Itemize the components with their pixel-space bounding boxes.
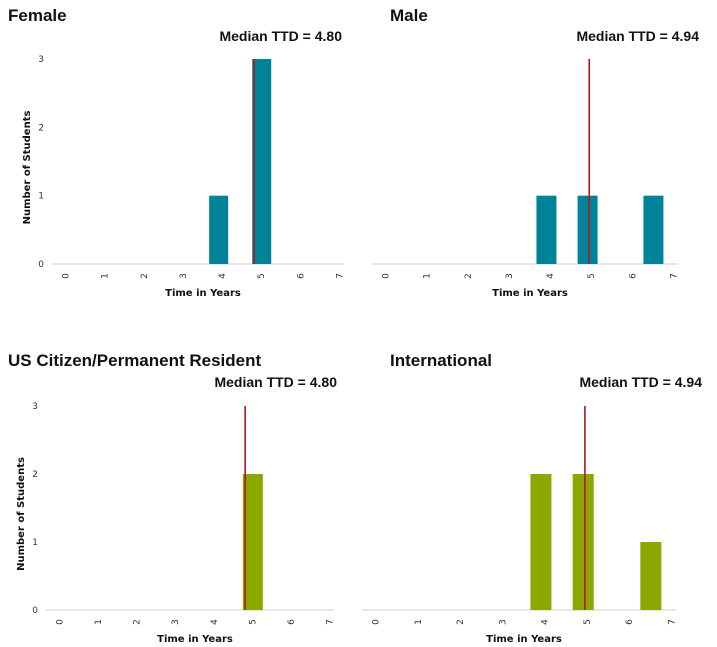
x-tick-label: 6 xyxy=(625,619,635,625)
x-tick-label: 4 xyxy=(546,273,556,279)
x-tick-label: 0 xyxy=(372,619,382,625)
x-tick-label: 0 xyxy=(62,273,72,279)
x-tick-label: 5 xyxy=(257,273,267,279)
x-tick-label: 1 xyxy=(423,273,433,279)
x-tick-label: 1 xyxy=(414,619,424,625)
chart-panel-international: International Median TTD = 4.94 0 1 2 3 4 5 6 7… xyxy=(358,340,717,647)
x-axis-title: Time in Years xyxy=(165,288,241,299)
x-tick-label: 7 xyxy=(336,273,346,279)
x-tick-label: 0 xyxy=(56,619,66,625)
x-tick-label: 6 xyxy=(287,619,297,625)
chart-panel-us-citizen: US Citizen/Permanent Resident Median TTD… xyxy=(0,340,358,647)
histogram-bar xyxy=(643,195,664,264)
x-tick-label: 5 xyxy=(583,619,593,625)
x-axis-title: Time in Years xyxy=(157,634,233,645)
y-tick-label: 3 xyxy=(32,402,38,412)
x-tick-label: 2 xyxy=(464,273,474,279)
y-axis-title: Number of Students xyxy=(22,111,33,225)
x-tick-label: 3 xyxy=(179,273,189,279)
histogram-bar xyxy=(252,59,272,264)
x-tick-label: 6 xyxy=(628,273,638,279)
x-tick-label: 3 xyxy=(171,619,181,625)
x-tick-label: 7 xyxy=(668,619,678,625)
chart-title: Female xyxy=(8,6,67,25)
x-tick-label: 1 xyxy=(94,619,104,625)
median-label: Median TTD = 4.94 xyxy=(579,374,702,390)
histogram-bar xyxy=(536,195,557,264)
y-tick-label: 3 xyxy=(38,55,44,65)
chart-title: US Citizen/Permanent Resident xyxy=(8,351,262,370)
x-tick-label: 2 xyxy=(140,273,150,279)
x-tick-label: 6 xyxy=(296,273,306,279)
chart-title: International xyxy=(390,351,493,370)
x-tick-label: 2 xyxy=(133,619,143,625)
histogram-bar xyxy=(640,542,662,610)
histogram-bar xyxy=(572,474,594,610)
y-tick-label: 1 xyxy=(38,192,44,202)
chart-plot: 0 1 2 3 4 5 6 7 Time in Years xyxy=(372,59,680,299)
x-tick-label: 7 xyxy=(670,273,680,279)
x-tick-label: 3 xyxy=(505,273,515,279)
chart-plot: 0 1 2 3 4 5 6 7 0 1 2 3 Time in Years Number of Stude… xyxy=(22,55,346,299)
histogram-bar xyxy=(209,195,229,264)
x-tick-label: 4 xyxy=(218,273,228,279)
x-tick-label: 4 xyxy=(541,619,551,625)
median-label: Median TTD = 4.94 xyxy=(576,28,699,44)
median-label: Median TTD = 4.80 xyxy=(214,374,337,390)
chart-title: Male xyxy=(390,6,428,25)
x-tick-label: 5 xyxy=(587,273,597,279)
x-tick-label: 5 xyxy=(248,619,258,625)
median-label: Median TTD = 4.80 xyxy=(219,28,342,44)
y-tick-label: 2 xyxy=(32,470,38,480)
x-tick-label: 1 xyxy=(101,273,111,279)
x-axis-title: Time in Years xyxy=(486,634,562,645)
chart-panel-female: Female Median TTD = 4.80 0 1 2 3 4 5 6 7 0 1 2 3 Tim… xyxy=(0,0,358,310)
histogram-bar xyxy=(577,195,598,264)
y-tick-label: 1 xyxy=(32,538,38,548)
x-tick-label: 7 xyxy=(326,619,336,625)
y-tick-label: 0 xyxy=(38,260,44,270)
y-tick-label: 0 xyxy=(32,606,38,616)
chart-plot: 0 1 2 3 4 5 6 7 0 1 2 3 Time in Years Number of Stude… xyxy=(16,402,336,645)
x-tick-label: 2 xyxy=(456,619,466,625)
x-axis-title: Time in Years xyxy=(492,288,568,299)
x-tick-label: 4 xyxy=(210,619,220,625)
y-axis-title: Number of Students xyxy=(16,457,27,571)
x-tick-label: 0 xyxy=(382,273,392,279)
x-tick-label: 3 xyxy=(498,619,508,625)
histogram-bar xyxy=(530,474,552,610)
y-tick-label: 2 xyxy=(38,123,44,133)
histogram-bar xyxy=(242,474,263,610)
chart-plot: 0 1 2 3 4 5 6 7 Time in Years xyxy=(362,406,678,645)
chart-panel-male: Male Median TTD = 4.94 0 1 2 3 4 5 6 7 Time in Y… xyxy=(358,0,717,310)
